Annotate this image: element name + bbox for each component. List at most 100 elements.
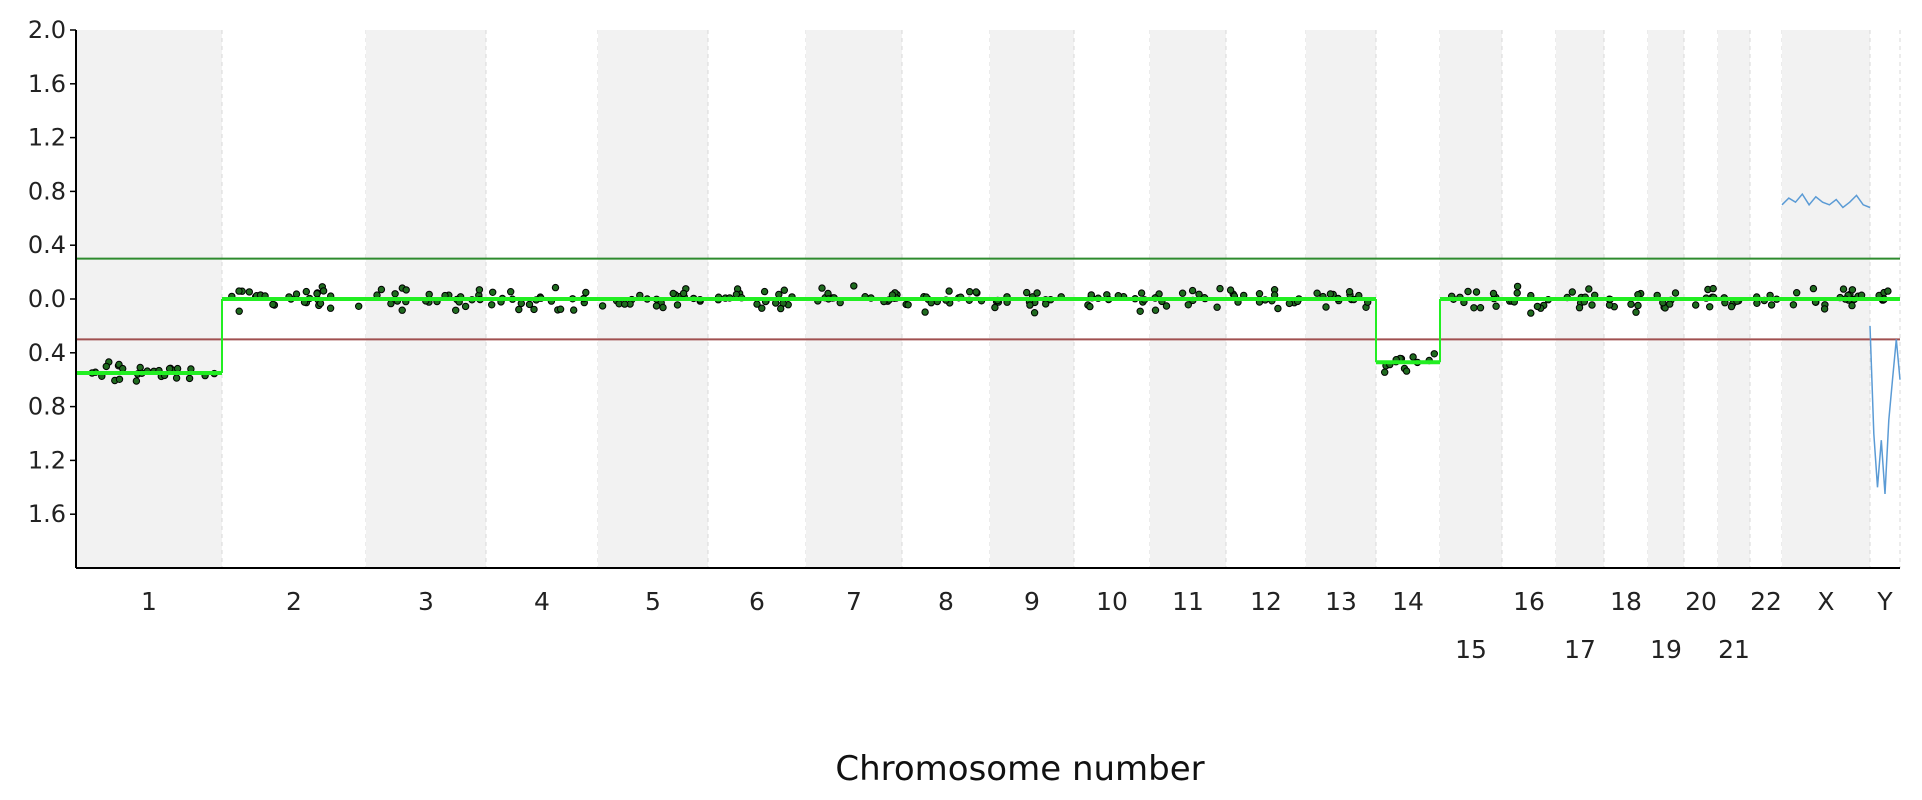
- probe-point: [1326, 290, 1335, 298]
- probe-point: [1709, 284, 1717, 293]
- probe-point: [1848, 286, 1857, 294]
- probe-point: [1634, 301, 1642, 310]
- probe-point: [319, 287, 328, 295]
- probe-point: [1430, 350, 1439, 358]
- probe-point: [966, 288, 974, 296]
- probe-point: [1464, 287, 1472, 296]
- probe-point: [517, 299, 525, 308]
- probe-point: [1671, 289, 1680, 297]
- probe-point: [777, 304, 785, 313]
- y-tick-labels: 2.0 1.6 1.2 0.8 0.4 0.0 0.4 0.8 1.2 1.6: [28, 16, 66, 528]
- probe-point: [1033, 289, 1041, 297]
- x-tick-label: Y: [1876, 587, 1893, 616]
- probe-point: [1381, 368, 1389, 376]
- probe-point: [488, 301, 496, 309]
- probe-point: [1585, 285, 1593, 293]
- probe-point: [1692, 301, 1700, 309]
- x-tick-label: 7: [846, 587, 862, 616]
- probe-point: [1884, 287, 1892, 295]
- probe-point: [679, 289, 688, 298]
- probe-point: [1136, 307, 1144, 315]
- probe-point: [582, 288, 590, 297]
- probe-point: [1409, 353, 1417, 361]
- x-tick-label: 5: [645, 587, 661, 616]
- reference-trace: [1781, 192, 1901, 495]
- probe-point: [1793, 289, 1801, 297]
- x-tick-label: 16: [1513, 587, 1545, 616]
- x-tick-label: 18: [1610, 587, 1642, 616]
- probe-point: [1489, 289, 1498, 298]
- x-tick-label: 3: [418, 587, 434, 616]
- y-tick-label: 0.0: [28, 285, 66, 313]
- probe-point: [316, 299, 325, 308]
- probe-point: [1839, 285, 1848, 293]
- probe-point: [760, 287, 769, 296]
- probe-point: [235, 307, 243, 315]
- y-tick-label: 0.4: [28, 231, 66, 259]
- probe-point: [652, 302, 661, 310]
- x-tick-label: 22: [1750, 587, 1782, 616]
- probe-point: [1216, 284, 1224, 293]
- probe-point: [1470, 304, 1478, 312]
- probe-point: [1188, 286, 1197, 295]
- probe-point: [1285, 299, 1294, 308]
- x-tick-label: 20: [1685, 587, 1717, 616]
- probe-point: [1184, 301, 1193, 309]
- y-tick-label: 1.6: [28, 70, 66, 98]
- x-tick-label: 2: [286, 587, 302, 616]
- probe-point: [173, 364, 182, 373]
- probe-point: [507, 288, 515, 296]
- probe-point: [753, 300, 761, 308]
- probe-point: [425, 290, 433, 299]
- probe-point: [1820, 305, 1829, 313]
- probe-point: [1753, 299, 1761, 307]
- probe-point: [1809, 284, 1818, 293]
- y-tick-label: 0.8: [28, 393, 66, 421]
- probe-point: [551, 283, 560, 292]
- probe-point: [1313, 289, 1321, 297]
- x-tick-label: 1: [141, 587, 157, 616]
- probe-point: [1226, 286, 1235, 294]
- probe-point: [818, 284, 826, 292]
- y-tick-label: 1.2: [28, 124, 66, 152]
- probe-point: [659, 303, 667, 312]
- probe-point: [1086, 302, 1094, 311]
- probe-point: [1767, 301, 1776, 309]
- probe-point: [945, 287, 953, 295]
- threshold-lines: [76, 257, 1900, 341]
- x-tick-label: 17: [1564, 635, 1596, 664]
- probe-point: [525, 300, 534, 309]
- probe-point: [461, 302, 470, 311]
- probe-point: [1402, 367, 1411, 375]
- probe-point: [1588, 301, 1596, 309]
- probe-point: [904, 301, 912, 309]
- probe-point: [570, 306, 578, 314]
- probe-point: [1030, 309, 1039, 317]
- probe-point: [758, 304, 766, 312]
- x-tick-label: 21: [1718, 635, 1750, 664]
- y-tick-label: 1.6: [28, 500, 66, 528]
- probe-point: [556, 305, 565, 313]
- probe-point: [235, 287, 243, 295]
- probe-point: [326, 304, 335, 312]
- reference-trace-line: [1869, 325, 1901, 495]
- probe-point: [1627, 300, 1635, 308]
- probe-point: [185, 374, 194, 383]
- probe-point: [119, 364, 127, 373]
- probe-point: [1513, 289, 1521, 297]
- probe-point: [355, 302, 363, 310]
- x-tick-label: 19: [1650, 635, 1682, 664]
- y-tick-label: 1.2: [28, 446, 66, 474]
- probe-point: [1137, 289, 1146, 297]
- probe-point: [245, 288, 254, 296]
- y-tick-label: 0.4: [28, 339, 66, 367]
- probe-point: [165, 365, 174, 373]
- probe-point: [391, 290, 399, 298]
- probe-point: [1345, 288, 1354, 296]
- probe-point: [1042, 300, 1050, 308]
- probe-point: [1632, 308, 1640, 316]
- probe-point: [1634, 291, 1642, 299]
- probe-point: [292, 290, 301, 298]
- probe-point: [402, 286, 410, 294]
